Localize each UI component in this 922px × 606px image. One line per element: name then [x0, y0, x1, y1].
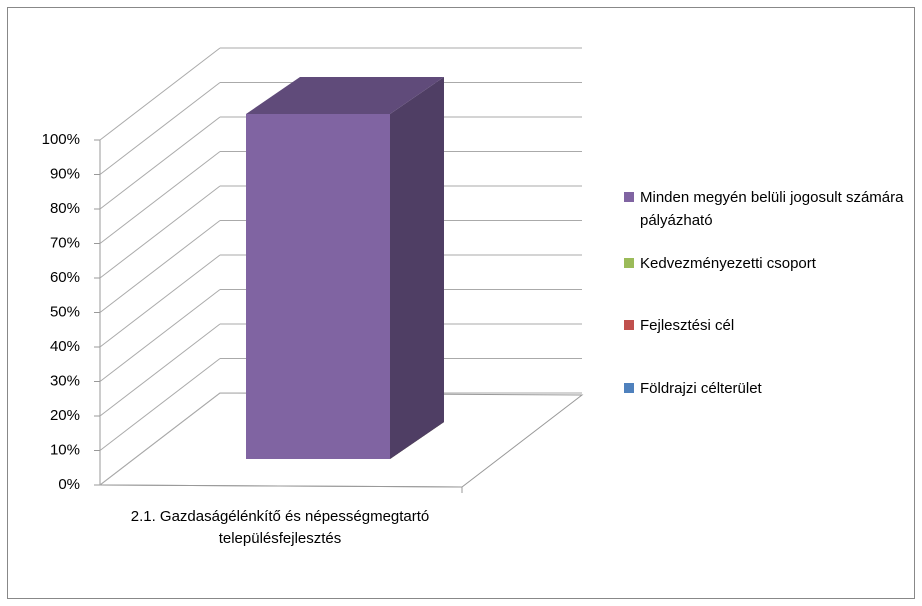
grid-line-side — [99, 323, 221, 417]
legend-entry: Földrajzi célterület — [624, 377, 910, 400]
legend-swatch — [624, 258, 634, 268]
chart-frame — [7, 7, 915, 599]
y-tick-label: 10% — [50, 441, 80, 458]
grid-line-side — [99, 116, 221, 210]
legend-label: Fejlesztési cél — [640, 317, 735, 334]
legend-entry: Fejlesztési cél — [624, 314, 910, 337]
y-tick-label: 90% — [50, 165, 80, 182]
legend-label: Földrajzi célterület — [640, 380, 762, 397]
legend-swatch — [624, 320, 634, 330]
legend-swatch — [624, 192, 634, 202]
legend-label: Kedvezményezetti csoport — [640, 255, 816, 272]
legend-entry: Minden megyén belüli jogosult számára pá… — [624, 186, 910, 232]
bar-top — [246, 77, 444, 114]
grid-line-side — [99, 82, 221, 175]
grid-line-side — [99, 358, 221, 451]
y-tick-label: 80% — [50, 200, 80, 217]
bar-side — [390, 77, 444, 459]
y-tick-label: 0% — [58, 476, 80, 493]
x-axis — [99, 484, 463, 488]
grid-line-side — [99, 185, 221, 279]
bar-front — [246, 114, 390, 459]
y-tick-label: 40% — [50, 338, 80, 355]
legend-label: Minden megyén belüli jogosult számára pá… — [640, 189, 904, 229]
y-tick-label: 70% — [50, 234, 80, 251]
legend-swatch — [624, 383, 634, 393]
legend-entry: Kedvezményezetti csoport — [624, 252, 910, 275]
y-tick-label: 20% — [50, 407, 80, 424]
y-tick-label: 30% — [50, 372, 80, 389]
y-tick-label: 50% — [50, 303, 80, 320]
grid-line-side — [99, 47, 221, 141]
grid-line-side — [99, 151, 221, 244]
grid-line-side — [99, 254, 221, 348]
y-tick-label: 60% — [50, 269, 80, 286]
grid-line-side — [99, 392, 221, 486]
x-tick-label: 2.1. Gazdaságélénkítő és népességmegtart… — [130, 508, 430, 547]
y-tick-label: 100% — [42, 131, 80, 148]
grid-line-side — [99, 220, 221, 313]
grid-line-side — [99, 289, 221, 382]
